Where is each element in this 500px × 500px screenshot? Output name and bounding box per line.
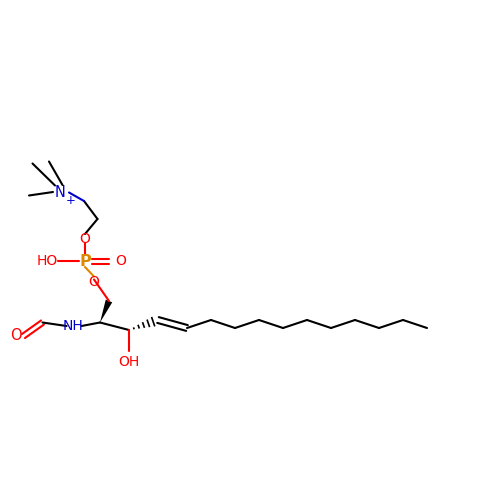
Text: HO: HO bbox=[37, 254, 58, 268]
Text: P: P bbox=[79, 254, 91, 268]
Text: +: + bbox=[66, 194, 76, 207]
Text: N: N bbox=[54, 185, 66, 200]
Text: O: O bbox=[115, 254, 126, 268]
Text: O: O bbox=[10, 328, 22, 344]
Text: NH: NH bbox=[62, 319, 83, 333]
Polygon shape bbox=[100, 300, 112, 322]
Text: O: O bbox=[80, 232, 90, 246]
Text: OH: OH bbox=[118, 355, 140, 369]
Text: O: O bbox=[88, 276, 100, 289]
